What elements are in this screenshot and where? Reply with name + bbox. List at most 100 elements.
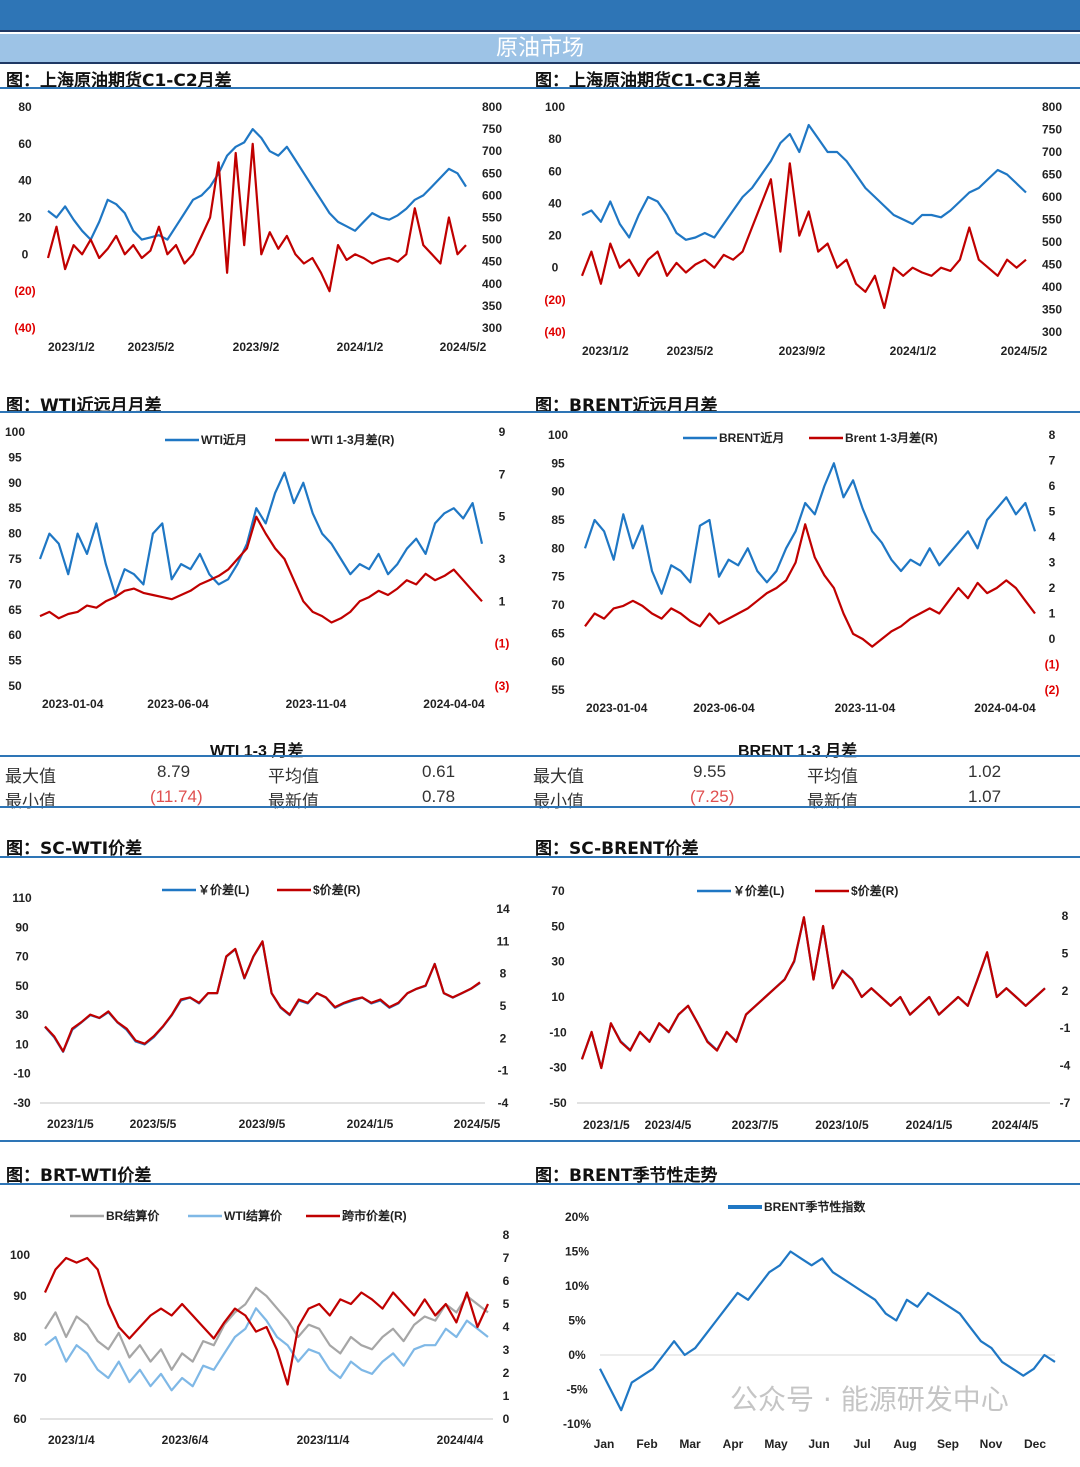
y-right-tick-label: 5 (500, 999, 507, 1013)
divider (0, 806, 1080, 808)
y-right-tick-label: 500 (1042, 235, 1062, 249)
divider (0, 87, 1080, 89)
stat-label: 平均值 (807, 767, 858, 786)
series-line-￥价差(L) (44, 940, 481, 1053)
y-left-tick-label: 0% (568, 1348, 586, 1362)
x-tick-label: 2023/7/5 (732, 1118, 779, 1132)
y-left-tick-label: -5% (566, 1383, 588, 1397)
x-tick-label: 2023-06-04 (693, 701, 755, 715)
y-left-tick-label: 60 (8, 628, 22, 642)
stat-value: 9.55 (693, 762, 727, 781)
y-left-tick-label: -30 (549, 1061, 567, 1075)
x-tick-label: Mar (679, 1437, 701, 1451)
y-right-tick-label: 500 (482, 233, 502, 247)
divider (0, 411, 1080, 413)
y-left-tick-label: 65 (551, 626, 565, 640)
y-right-tick-label: 11 (497, 934, 510, 948)
x-tick-label: 2023/1/4 (48, 1433, 95, 1447)
y-left-tick-label: 20 (18, 211, 32, 225)
y-left-tick-label: 80 (551, 541, 565, 555)
x-tick-label: 2023/10/5 (815, 1118, 869, 1132)
x-tick-label: 2024/1/5 (906, 1118, 953, 1132)
y-left-tick-label: 70 (551, 884, 565, 898)
x-tick-label: May (764, 1437, 788, 1451)
y-left-tick-label: 110 (12, 891, 32, 905)
x-tick-label: Jun (808, 1437, 829, 1451)
stat-value: (7.25) (690, 787, 735, 806)
y-left-tick-label: 100 (10, 1248, 30, 1262)
y-right-tick-label: 4 (503, 1320, 510, 1334)
legend-label: WTI近月 (201, 432, 247, 447)
y-left-tick-label: 90 (8, 476, 22, 490)
y-right-tick-label: 5 (1062, 946, 1069, 960)
x-tick-label: 2024/4/4 (437, 1433, 484, 1447)
y-left-tick-label: (40) (14, 321, 35, 335)
y-right-tick-label: 2 (1062, 984, 1069, 998)
y-right-tick-label: 300 (482, 321, 502, 335)
y-left-tick-label: 95 (8, 450, 22, 464)
y-left-tick-label: 80 (18, 100, 32, 114)
y-right-tick-label: 300 (1042, 325, 1062, 339)
series-line-C1-C3 (580, 162, 1027, 309)
y-right-tick-label: 1 (503, 1389, 510, 1403)
stat-value: 0.78 (422, 787, 456, 806)
y-right-tick-label: 2 (503, 1366, 510, 1380)
panel-title: 图：上海原油期货C1-C2月差 (6, 71, 232, 91)
y-right-tick-label: 7 (503, 1251, 510, 1265)
y-right-tick-label: 7 (1049, 454, 1056, 468)
y-left-tick-label: 85 (551, 513, 565, 527)
x-tick-label: Dec (1024, 1437, 1046, 1451)
stat-label: 最大值 (5, 767, 56, 786)
x-tick-label: 2023/5/2 (667, 344, 714, 358)
stat-value: 1.02 (968, 762, 1002, 781)
series-line-WTI 1-3月差(R) (39, 515, 483, 624)
y-left-tick-label: 90 (13, 1289, 27, 1303)
x-tick-label: 2023/1/5 (583, 1118, 630, 1132)
stat-label: 平均值 (268, 767, 319, 786)
legend-label: ￥价差(L) (198, 882, 249, 897)
x-tick-label: Aug (893, 1437, 916, 1451)
y-right-tick-label: 700 (1042, 145, 1062, 159)
y-left-tick-label: 0 (22, 247, 29, 261)
series-line-BRENT近月 (583, 462, 1037, 595)
legend-label: WTI 1-3月差(R) (311, 432, 394, 447)
y-right-tick-label: 2 (500, 1031, 507, 1045)
series-line-WTI近月 (38, 471, 484, 596)
y-right-tick-label: 400 (1042, 280, 1062, 294)
y-right-tick-label: (1) (1045, 658, 1060, 672)
y-left-tick-label: 20 (548, 229, 562, 243)
legend-label: 跨市价差(R) (342, 1208, 407, 1223)
legend-label: Brent 1-3月差(R) (845, 430, 938, 445)
y-right-tick-label: 750 (482, 122, 502, 136)
y-left-tick-label: 5% (568, 1314, 586, 1328)
divider (0, 1183, 1080, 1185)
y-left-tick-label: 10 (551, 990, 565, 1004)
y-left-tick-label: 50 (8, 679, 22, 693)
y-right-tick-label: 8 (1049, 428, 1056, 442)
stat-value: 8.79 (157, 762, 191, 781)
y-right-tick-label: (2) (1045, 683, 1060, 697)
y-left-tick-label: 40 (548, 196, 562, 210)
y-right-tick-label: 600 (482, 188, 502, 202)
y-left-tick-label: -50 (549, 1096, 567, 1110)
y-left-tick-label: -30 (13, 1096, 31, 1110)
y-right-tick-label: 6 (1049, 479, 1056, 493)
x-tick-label: 2023/1/5 (47, 1117, 94, 1131)
y-right-tick-label: 600 (1042, 190, 1062, 204)
y-right-tick-label: 350 (482, 299, 502, 313)
y-left-tick-label: -10% (563, 1417, 591, 1431)
y-right-tick-label: 8 (1062, 909, 1069, 923)
y-left-tick-label: 40 (18, 174, 32, 188)
y-left-tick-label: 10% (565, 1279, 589, 1293)
divider (0, 856, 1080, 858)
y-right-tick-label: 5 (503, 1297, 510, 1311)
y-left-tick-label: 65 (8, 603, 22, 617)
y-left-tick-label: 100 (548, 428, 568, 442)
x-tick-label: 2023/4/5 (645, 1118, 692, 1132)
y-right-tick-label: 350 (1042, 303, 1062, 317)
x-tick-label: 2023/1/2 (582, 344, 629, 358)
y-left-tick-label: 75 (8, 552, 22, 566)
y-right-tick-label: -7 (1060, 1096, 1071, 1110)
y-right-tick-label: (3) (495, 679, 510, 693)
